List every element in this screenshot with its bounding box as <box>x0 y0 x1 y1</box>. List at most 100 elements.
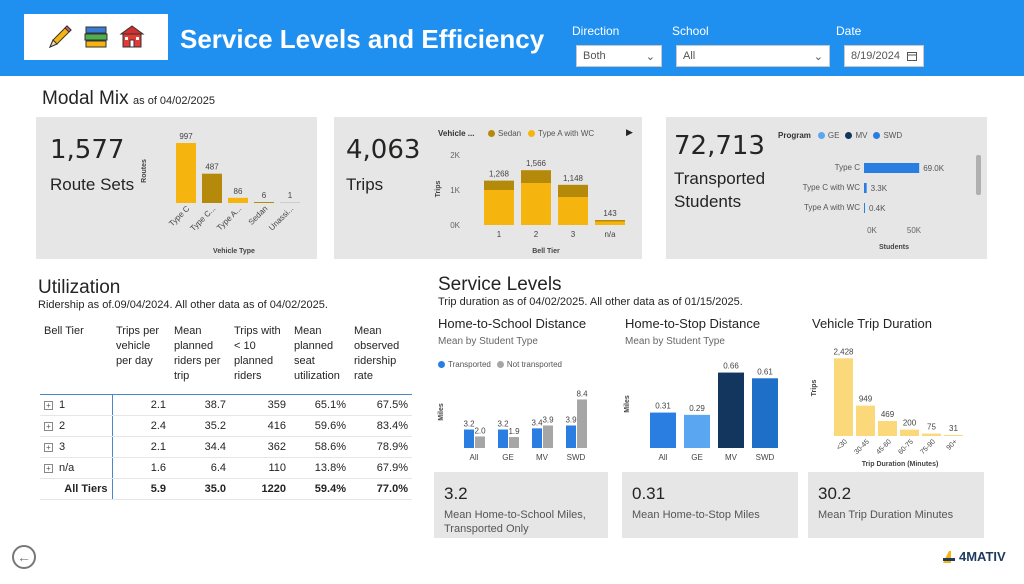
app-logo <box>24 14 168 60</box>
bar-segment <box>521 183 551 225</box>
col-trips-per-vehicle[interactable]: Trips per vehicle per day <box>116 325 159 367</box>
expand-icon[interactable]: + <box>44 421 53 431</box>
bar <box>944 435 963 436</box>
back-arrow-icon[interactable]: ← <box>12 545 36 569</box>
x-tick-label: All <box>470 453 479 462</box>
utilization-title: Utilization <box>38 277 121 298</box>
students-label-line2: Students <box>674 192 742 211</box>
y-tick-label: Type A with WC <box>804 203 860 212</box>
date-value: 8/19/2024 <box>851 50 900 62</box>
bar-segment <box>595 219 625 222</box>
under10-cell: 1220 <box>230 478 290 500</box>
home-stop-kpi-label: Mean Home-to-Stop Miles <box>632 509 760 521</box>
x-tick-label: GE <box>502 453 514 462</box>
tier-cell: All Tiers <box>40 478 113 500</box>
bar <box>509 437 519 448</box>
ridership-cell: 77.0% <box>350 478 412 500</box>
school-dropdown[interactable]: All ⌄ <box>676 45 830 67</box>
x-axis-label: Students <box>879 244 909 251</box>
trip-duration-kpi-value: 30.2 <box>818 484 852 503</box>
legend-dot <box>488 130 495 137</box>
bar-segment <box>558 197 588 225</box>
bar <box>650 412 676 448</box>
data-label: 0.66 <box>723 362 739 371</box>
data-label: 997 <box>179 132 193 141</box>
y-axis-label: Trips <box>811 380 818 397</box>
data-label: 1.9 <box>508 427 520 436</box>
students-card: 72,713 Transported Students Program GE M… <box>666 117 987 259</box>
modal-mix-asof: as of 04/02/2025 <box>133 95 215 107</box>
under10-cell: 416 <box>230 415 290 437</box>
bar <box>900 429 919 436</box>
col-trips-under-10[interactable]: Trips with < 10 planned riders <box>234 325 281 382</box>
col-seat-utilization[interactable]: Mean planned seat utilization <box>294 325 340 382</box>
x-tick-label: 30-45 <box>853 438 871 456</box>
ridership-cell: 67.9% <box>350 457 412 479</box>
utilization-table: Bell Tier Trips per vehicle per day Mean… <box>40 324 412 500</box>
books-icon <box>84 26 108 48</box>
school-value: All <box>683 50 696 62</box>
bar <box>228 197 248 203</box>
bar <box>176 143 196 203</box>
students-chart: Type C 69.0K Type C with WC 3.3K Type A with… <box>803 163 945 251</box>
x-tick-label: Type C... <box>188 204 217 233</box>
legend-next-arrow[interactable]: ▶ <box>626 127 633 137</box>
seat-cell: 65.1% <box>290 394 350 416</box>
legend-transported: Transported <box>448 360 491 369</box>
data-label: 3.2 <box>497 420 509 429</box>
x-axis-label: Bell Tier <box>532 248 560 255</box>
trip-duration-kpi-label: Mean Trip Duration Minutes <box>818 509 954 521</box>
trips-cell: 2.4 <box>112 415 170 437</box>
legend-dot <box>528 130 536 137</box>
date-input[interactable]: 8/19/2024 <box>844 45 924 67</box>
bar <box>922 433 941 436</box>
data-label: 31 <box>949 424 958 433</box>
bar <box>878 420 897 436</box>
col-ridership-rate[interactable]: Mean observed ridership rate <box>354 325 400 382</box>
calendar-icon[interactable] <box>907 51 917 61</box>
expand-icon[interactable]: + <box>44 442 53 452</box>
table-row: + n/a 1.6 6.4 110 13.8% 67.9% <box>40 457 412 479</box>
expand-icon[interactable]: + <box>44 400 53 410</box>
bar-segment <box>484 190 514 225</box>
data-label: 2,428 <box>833 347 854 356</box>
pencil-icon <box>49 25 72 48</box>
bar <box>864 183 867 193</box>
col-bell-tier[interactable]: Bell Tier <box>44 325 84 337</box>
home-stop-title: Home-to-Stop Distance <box>625 316 761 331</box>
x-tick-label: 1 <box>497 230 502 239</box>
data-label: 3.2 <box>463 420 475 429</box>
bar-segment <box>595 221 625 225</box>
scrollbar[interactable] <box>976 155 981 195</box>
y-axis-label: Miles <box>438 403 445 421</box>
route-sets-chart: Routes 997 Type C 487 Type C... 86 Type A... 6 S… <box>141 132 300 255</box>
bar <box>856 405 875 436</box>
home-school-kpi-label1: Mean Home-to-School Miles, <box>444 509 586 521</box>
y-tick-label: Type C <box>835 163 861 172</box>
data-label: 469 <box>881 410 895 419</box>
legend-swd: SWD <box>883 131 903 140</box>
ridership-cell: 78.9% <box>350 436 412 458</box>
direction-dropdown[interactable]: Both ⌄ <box>576 45 662 67</box>
legend-dot <box>817 132 825 139</box>
data-label: 6 <box>262 191 267 200</box>
utilization-asof: Ridership as of.09/04/2024. All other da… <box>38 299 328 311</box>
modal-mix-heading: Modal Mix as of 04/02/2025 <box>42 88 215 110</box>
bar <box>202 173 222 203</box>
x-tick-label: MV <box>725 453 738 462</box>
bar <box>254 202 274 203</box>
bar <box>834 358 853 436</box>
bar <box>864 163 920 173</box>
bar-segment <box>484 180 514 190</box>
school-label: School <box>672 24 709 38</box>
bar <box>498 429 508 448</box>
x-tick-label: MV <box>536 453 549 462</box>
x-axis-label: Trip Duration (Minutes) <box>862 461 939 468</box>
data-label: 1 <box>288 191 293 200</box>
home-school-kpi-card: 3.2 Mean Home-to-School Miles, Transport… <box>434 472 608 538</box>
under10-cell: 359 <box>230 394 290 416</box>
col-mean-planned-riders[interactable]: Mean planned riders per trip <box>174 325 221 382</box>
expand-icon[interactable]: + <box>44 463 53 473</box>
students-legend: Program GE MV SWD <box>778 131 902 140</box>
data-label: 2.0 <box>474 426 486 435</box>
